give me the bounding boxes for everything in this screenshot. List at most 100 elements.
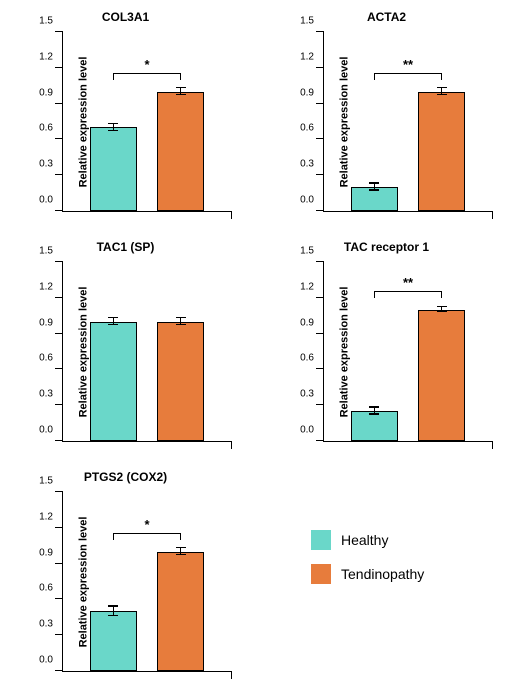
y-tick [316,103,324,104]
error-bar-cap [108,123,118,124]
error-bar-cap [176,324,186,325]
significance-text: * [144,57,149,72]
y-tick-label: 0.6 [300,353,314,364]
error-bar-cap [176,94,186,95]
x-tick [231,211,232,219]
y-tick [55,210,63,211]
x-tick [231,441,232,449]
y-tick [55,368,63,369]
bar-healthy [90,611,137,671]
y-tick-label: 0.0 [300,195,314,206]
error-bar-cap [176,317,186,318]
significance-tick [180,74,181,80]
y-tick [55,174,63,175]
error-bar-cap [369,182,379,183]
legend-item: Tendinopathy [311,564,424,584]
y-tick [55,103,63,104]
y-tick-label: 1.5 [39,476,53,487]
y-axis-label: Relative expression level [338,56,350,187]
y-tick [316,67,324,68]
y-tick [316,333,324,334]
x-tick [492,211,493,219]
y-tick [55,670,63,671]
y-tick [316,138,324,139]
error-bar-cap [176,547,186,548]
y-tick-label: 0.9 [39,547,53,558]
bar-healthy [90,322,137,441]
y-tick-label: 0.9 [39,317,53,328]
significance-tick [374,292,375,298]
bar-healthy [90,127,137,211]
significance-bracket [374,291,441,292]
significance-bracket [374,73,441,74]
y-tick-label: 1.2 [300,51,314,62]
panel-cell: PTGS2 (COX2)Relative expression level0.0… [10,470,241,690]
y-tick [316,404,324,405]
plot-area: Relative expression level0.00.30.60.91.2… [62,262,231,442]
y-tick [55,261,63,262]
y-tick-label: 1.2 [39,511,53,522]
significance-tick [113,534,114,540]
error-bar-cap [176,554,186,555]
error-bar-cap [108,615,118,616]
y-tick [55,297,63,298]
y-tick-label: 0.6 [39,123,53,134]
bar-healthy [351,411,398,441]
y-tick-label: 0.3 [39,619,53,630]
legend-label: Tendinopathy [341,566,424,582]
y-tick [316,31,324,32]
significance-tick [180,534,181,540]
error-bar-cap [108,605,118,606]
legend-swatch [311,530,331,550]
significance-tick [441,74,442,80]
y-tick-label: 0.3 [300,159,314,170]
significance-tick [374,74,375,80]
error-bar-cap [108,317,118,318]
y-tick-label: 0.6 [39,583,53,594]
x-tick [492,441,493,449]
y-tick-label: 1.5 [39,16,53,27]
error-bar-cap [108,324,118,325]
error-bar-cap [437,311,447,312]
y-tick [316,261,324,262]
significance-text: * [144,517,149,532]
panel-grid: COL3A1Relative expression level0.00.30.6… [0,0,512,700]
significance-text: ** [403,275,413,290]
y-tick-label: 0.9 [300,317,314,328]
error-bar-cap [437,94,447,95]
significance-bracket [113,533,180,534]
y-axis-label: Relative expression level [77,516,89,647]
y-tick-label: 0.0 [39,655,53,666]
panel-cell: TAC1 (SP)Relative expression level0.00.3… [10,240,241,460]
panel-cell: TAC receptor 1Relative expression level0… [271,240,502,460]
y-tick-label: 1.2 [39,281,53,292]
y-tick-label: 0.9 [300,87,314,98]
bar-tendinopathy [418,92,465,211]
y-tick-label: 0.3 [39,159,53,170]
panel-cell: COL3A1Relative expression level0.00.30.6… [10,10,241,230]
y-tick [316,210,324,211]
y-tick-label: 0.3 [300,389,314,400]
y-tick-label: 0.3 [39,389,53,400]
significance-text: ** [403,57,413,72]
error-bar-cap [437,87,447,88]
error-bar-cap [369,413,379,414]
error-bar-cap [369,189,379,190]
y-tick [316,368,324,369]
y-tick-label: 0.0 [39,195,53,206]
y-tick [316,297,324,298]
y-tick-label: 1.2 [300,281,314,292]
y-tick-label: 1.5 [300,246,314,257]
figure-container: COL3A1Relative expression level0.00.30.6… [0,0,512,700]
significance-bracket [113,73,180,74]
y-tick-label: 0.6 [300,123,314,134]
y-tick [316,440,324,441]
bar-tendinopathy [157,92,204,211]
y-tick [55,491,63,492]
legend-swatch [311,564,331,584]
y-tick [316,174,324,175]
y-tick-label: 0.0 [300,425,314,436]
panel-cell: HealthyTendinopathy [271,470,502,690]
significance-tick [113,74,114,80]
error-bar-cap [108,130,118,131]
